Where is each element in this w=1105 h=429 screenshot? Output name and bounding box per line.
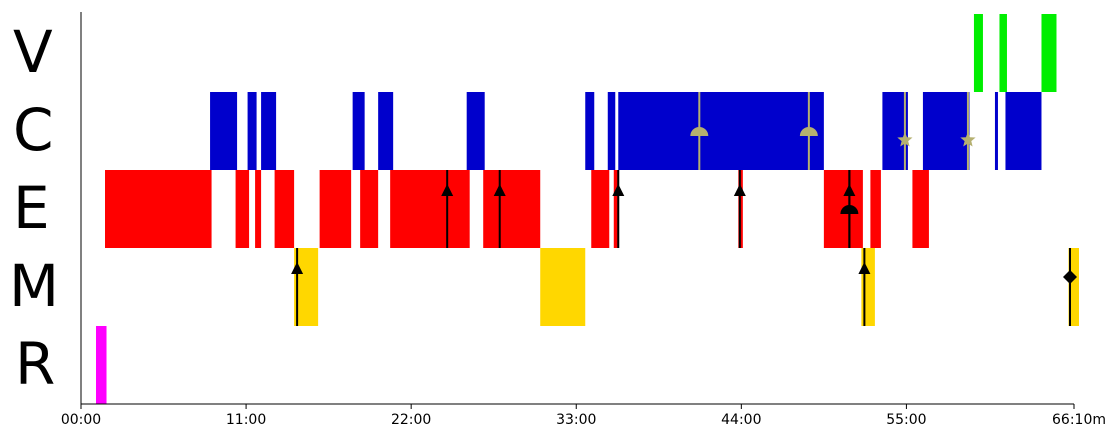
star-icon: [897, 132, 913, 147]
star-icon: [960, 132, 976, 147]
marker-triangle-1: [493, 170, 506, 248]
segment-e-16: [105, 170, 212, 248]
markers-layer: [291, 92, 1077, 326]
segment-e-23: [483, 170, 541, 248]
segment-c-7: [378, 92, 394, 170]
segment-c-6: [352, 92, 365, 170]
marker-triangle-0: [441, 170, 454, 248]
row-label-v: V: [13, 18, 53, 86]
segment-v-2: [1041, 14, 1057, 92]
marker-star-12: [960, 92, 976, 170]
semicircle-icon: [690, 127, 709, 136]
marker-triangle-2: [612, 170, 625, 248]
segments-layer: [96, 14, 1080, 404]
marker-triangle-3: [733, 170, 746, 248]
row-label-c: C: [13, 96, 54, 164]
segment-c-11: [618, 92, 824, 170]
marker-star-11: [897, 92, 913, 170]
segment-m-30: [294, 248, 319, 326]
triangle-icon: [493, 184, 506, 196]
segment-c-10: [607, 92, 616, 170]
semicircle-icon: [840, 205, 859, 214]
x-tick-label-4: 44:00: [721, 412, 761, 428]
marker-triangle-7: [858, 248, 871, 326]
segment-e-24: [591, 170, 610, 248]
segment-v-0: [973, 14, 983, 92]
segment-c-4: [247, 92, 257, 170]
segment-c-12: [882, 92, 908, 170]
marker-triangle-6: [291, 248, 304, 326]
triangle-icon: [858, 262, 871, 274]
marker-semicircle-10: [799, 92, 818, 170]
segment-c-8: [466, 92, 485, 170]
segment-c-15: [1005, 92, 1042, 170]
segment-e-19: [274, 170, 295, 248]
segment-e-25: [613, 170, 619, 248]
x-tick-label-6: 66:10m: [1052, 412, 1105, 428]
marker-semicircle-9: [690, 92, 709, 170]
marker-semicircle-5: [840, 170, 859, 248]
segment-c-13: [922, 92, 970, 170]
segment-e-29: [912, 170, 929, 248]
segment-m-33: [1068, 248, 1080, 326]
row-label-m: M: [9, 252, 59, 320]
x-tick-label-5: 55:00: [886, 412, 926, 428]
triangle-icon: [441, 184, 454, 196]
segment-e-21: [360, 170, 379, 248]
segment-c-9: [585, 92, 595, 170]
segment-c-14: [994, 92, 998, 170]
segment-e-22: [390, 170, 470, 248]
row-label-e: E: [13, 174, 50, 242]
row-label-r: R: [15, 330, 55, 398]
triangle-icon: [733, 184, 746, 196]
triangle-icon: [612, 184, 625, 196]
x-tick-label-2: 22:00: [391, 412, 431, 428]
segment-c-5: [261, 92, 277, 170]
segment-e-17: [235, 170, 250, 248]
diamond-icon: [1062, 270, 1077, 284]
segment-c-3: [210, 92, 238, 170]
segment-e-18: [255, 170, 262, 248]
marker-diamond-8: [1062, 248, 1077, 326]
segment-m-31: [540, 248, 586, 326]
x-ticks: 00:00 11:00 22:00 33:00 44:00 55:00 66:10m: [61, 404, 1105, 428]
segment-r-34: [96, 326, 107, 404]
segment-e-20: [319, 170, 352, 248]
x-tick-label-1: 11:00: [226, 412, 266, 428]
triangle-icon: [291, 262, 304, 274]
semicircle-icon: [799, 127, 818, 136]
x-tick-label-0: 00:00: [61, 412, 101, 428]
x-tick-label-3: 33:00: [556, 412, 596, 428]
segment-v-1: [999, 14, 1007, 92]
segment-e-28: [870, 170, 881, 248]
